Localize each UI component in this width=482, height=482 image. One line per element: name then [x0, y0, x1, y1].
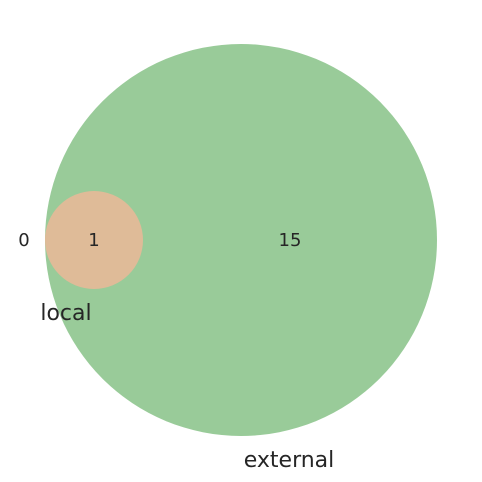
region-count-local-and-external: 1 [88, 230, 99, 251]
region-count-local-only: 0 [18, 230, 29, 251]
local-set-circle [45, 191, 143, 289]
set-label-external: external [244, 448, 335, 473]
external-set-circle [45, 44, 437, 436]
region-count-external-only: 15 [279, 230, 302, 251]
set-label-local: local [40, 301, 91, 326]
